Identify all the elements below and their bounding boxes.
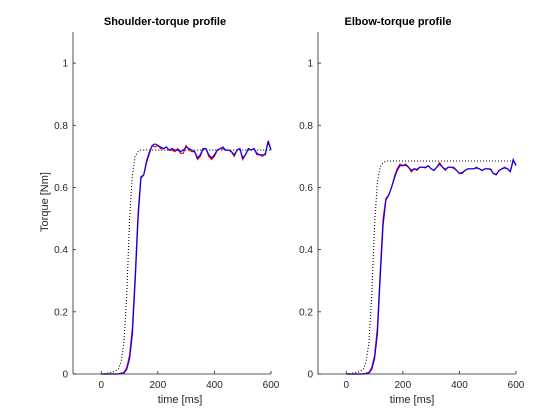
x-axis-label: time [ms] <box>158 394 203 406</box>
y-tick-label: 1 <box>307 59 313 70</box>
elbow-torque-chart: Elbow-torque profile time [ms] 0 200 400 60… <box>299 16 525 406</box>
reference-series-line <box>101 149 271 375</box>
x-tick-label: 0 <box>99 380 105 391</box>
y-tick-label: 0.6 <box>299 183 313 194</box>
x-tick-label: 600 <box>508 380 525 391</box>
y-tick-label: 0.6 <box>54 183 68 194</box>
x-tick-label: 400 <box>206 380 223 391</box>
chart-title: Shoulder-torque profile <box>104 16 226 28</box>
x-tick-label: 0 <box>344 380 350 391</box>
blue-series-line <box>101 140 272 375</box>
blue-series-line <box>346 157 517 375</box>
y-tick-label: 0.4 <box>299 245 313 256</box>
y-tick-label: 0 <box>307 370 313 381</box>
y-tick-label: 0.2 <box>54 307 68 318</box>
x-tick-label: 200 <box>395 380 412 391</box>
y-tick-label: 0.2 <box>299 307 313 318</box>
x-tick-label: 400 <box>451 380 468 391</box>
y-tick-label: 0.8 <box>54 121 68 132</box>
plot-area <box>101 140 272 375</box>
x-tick-label: 600 <box>263 380 280 391</box>
y-axis-label: Torque [Nm] <box>39 172 51 232</box>
chart-title: Elbow-torque profile <box>345 16 452 28</box>
x-axis-label: time [ms] <box>390 394 435 406</box>
y-tick-label: 0 <box>62 370 68 381</box>
x-tick-label: 200 <box>150 380 167 391</box>
shoulder-torque-chart: Shoulder-torque profile time [ms] Torque… <box>39 16 280 406</box>
plot-area <box>346 157 517 375</box>
y-tick-label: 0.4 <box>54 245 68 256</box>
y-tick-label: 0.8 <box>299 121 313 132</box>
y-tick-label: 1 <box>62 59 68 70</box>
